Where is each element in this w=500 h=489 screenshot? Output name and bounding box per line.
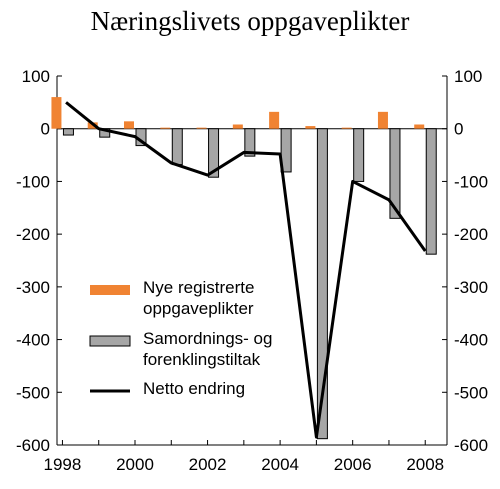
bar-new-registered — [269, 111, 280, 129]
bar-new-registered — [124, 121, 134, 129]
legend: Nye registrerte oppgaveplikter Samordnings… — [89, 278, 272, 398]
bar-new-registered — [232, 124, 243, 129]
y-tick-label-left: -300 — [16, 278, 50, 297]
bar-simplification — [316, 128, 328, 440]
bar-new-registered — [196, 127, 207, 129]
legend-swatch — [90, 285, 130, 295]
legend-label: Netto endring — [143, 379, 245, 398]
bar-new-registered — [305, 126, 316, 129]
bar-new-registered — [377, 111, 388, 129]
plot-area: 100 100 0 0 -100 -100 -200 -200 -300 -300 -400 -400… — [16, 67, 488, 474]
legend-label: forenklingstiltak — [143, 350, 261, 369]
bar-new-registered — [51, 97, 62, 129]
y-tick-label-right: -400 — [454, 331, 488, 350]
x-tick-label: 2002 — [189, 455, 227, 474]
bar-simplification — [244, 128, 256, 157]
bar-simplification — [353, 128, 365, 182]
y-tick-label-right: -100 — [454, 172, 488, 191]
y-tick-label-left: -400 — [16, 331, 50, 350]
legend-label: Nye registrerte — [143, 278, 254, 297]
y-tick-label-right: 0 — [454, 120, 463, 139]
y-tick-label-right: -200 — [454, 225, 488, 244]
y-tick-label-left: 100 — [22, 67, 50, 86]
legend-label: oppgaveplikter — [143, 299, 254, 318]
x-tick-label: 2000 — [116, 455, 154, 474]
legend-swatch — [89, 335, 131, 347]
bar-simplification — [425, 128, 437, 255]
x-tick-label: 2004 — [261, 455, 299, 474]
y-tick-label-left: -200 — [16, 225, 50, 244]
x-tick-label: 2008 — [406, 455, 444, 474]
y-tick-label-right: -300 — [454, 278, 488, 297]
x-tick-label: 1998 — [44, 455, 82, 474]
chart-title: Næringslivets oppgaveplikter — [91, 6, 410, 36]
bar-new-registered — [414, 124, 425, 129]
bar-new-registered — [160, 127, 171, 129]
y-tick-label-left: -600 — [16, 436, 50, 455]
bar-simplification — [208, 128, 220, 178]
bar-simplification — [62, 128, 74, 136]
bar-simplification — [171, 128, 183, 166]
x-tick-label: 2006 — [334, 455, 372, 474]
y-tick-label-left: 0 — [41, 120, 50, 139]
bar-simplification — [389, 128, 401, 219]
bar-simplification — [280, 128, 292, 173]
y-tick-label-left: -500 — [16, 383, 50, 402]
line-net-change — [65, 101, 427, 439]
y-tick-label-right: -500 — [454, 383, 488, 402]
y-tick-label-right: 100 — [454, 67, 482, 86]
legend-label: Samordnings- og — [143, 329, 272, 348]
y-tick-label-right: -600 — [454, 436, 488, 455]
bar-new-registered — [341, 127, 352, 129]
y-tick-label-left: -100 — [16, 172, 50, 191]
